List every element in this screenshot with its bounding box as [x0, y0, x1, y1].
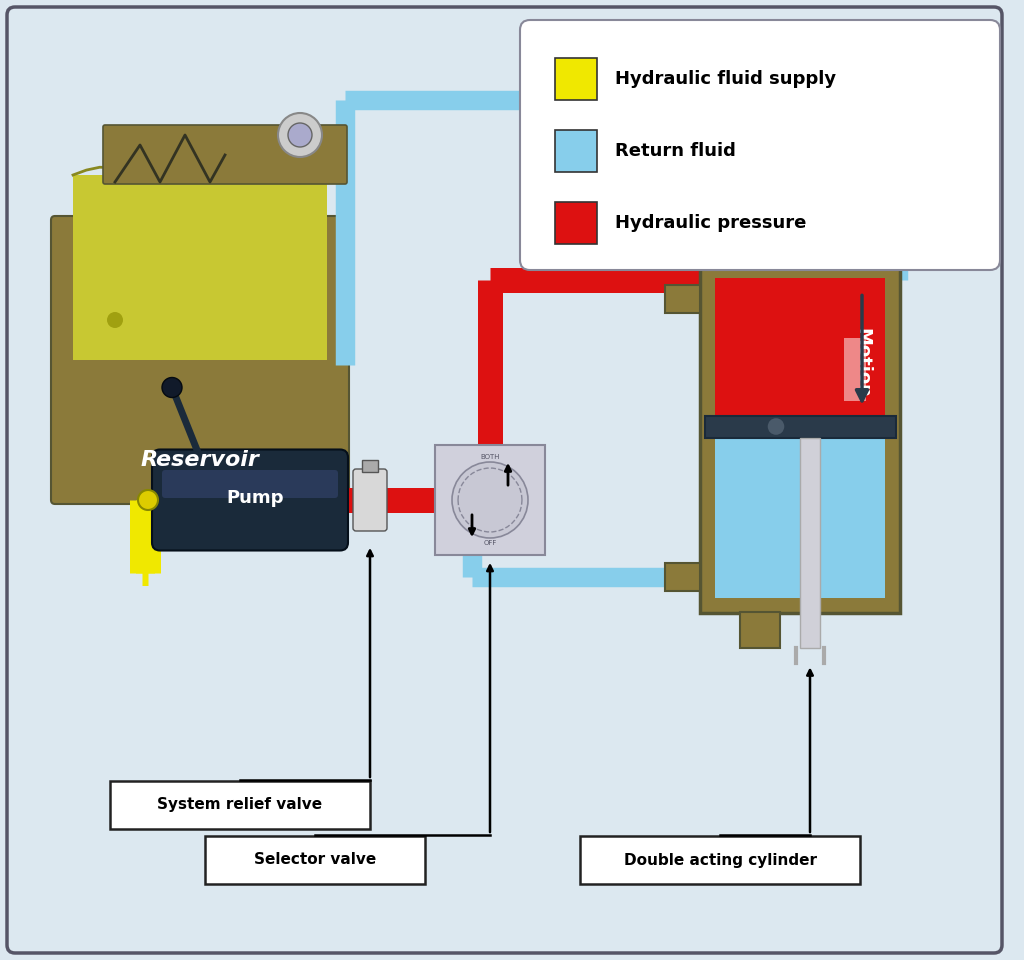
Bar [844, 339, 866, 400]
Circle shape [162, 377, 182, 397]
Bar [362, 460, 378, 472]
FancyBboxPatch shape [435, 445, 545, 555]
Text: System relief valve: System relief valve [158, 798, 323, 812]
FancyBboxPatch shape [353, 469, 387, 531]
Circle shape [767, 418, 785, 436]
FancyBboxPatch shape [7, 7, 1002, 953]
FancyBboxPatch shape [103, 125, 347, 184]
Text: Pump: Pump [226, 489, 284, 507]
FancyBboxPatch shape [162, 470, 338, 498]
Circle shape [278, 113, 322, 157]
Text: Reservoir: Reservoir [140, 450, 259, 470]
Bar [555, 58, 597, 100]
FancyBboxPatch shape [152, 449, 348, 550]
FancyBboxPatch shape [700, 262, 900, 612]
Bar [705, 416, 896, 438]
Circle shape [106, 312, 123, 328]
Bar [715, 438, 885, 597]
Circle shape [288, 123, 312, 147]
Circle shape [138, 490, 158, 510]
Circle shape [452, 462, 528, 538]
Text: OFF: OFF [483, 540, 497, 546]
Text: Selector valve: Selector valve [254, 852, 376, 868]
Bar [555, 130, 597, 172]
Text: Double acting cylinder: Double acting cylinder [624, 852, 816, 868]
Bar [715, 277, 885, 416]
FancyBboxPatch shape [205, 836, 425, 884]
Bar [555, 202, 597, 244]
FancyBboxPatch shape [110, 781, 370, 829]
Bar [800, 438, 820, 647]
Bar [665, 284, 700, 313]
Bar [740, 612, 780, 647]
FancyBboxPatch shape [580, 836, 860, 884]
Text: Hydraulic pressure: Hydraulic pressure [615, 214, 806, 232]
Bar [715, 416, 885, 450]
Text: Motion: Motion [853, 327, 871, 397]
Text: BOTH: BOTH [480, 454, 500, 460]
Bar [665, 563, 700, 590]
Text: Hydraulic fluid supply: Hydraulic fluid supply [615, 70, 837, 88]
FancyBboxPatch shape [520, 20, 1000, 270]
Text: Return fluid: Return fluid [615, 142, 736, 160]
FancyBboxPatch shape [51, 216, 349, 504]
Polygon shape [73, 175, 327, 360]
